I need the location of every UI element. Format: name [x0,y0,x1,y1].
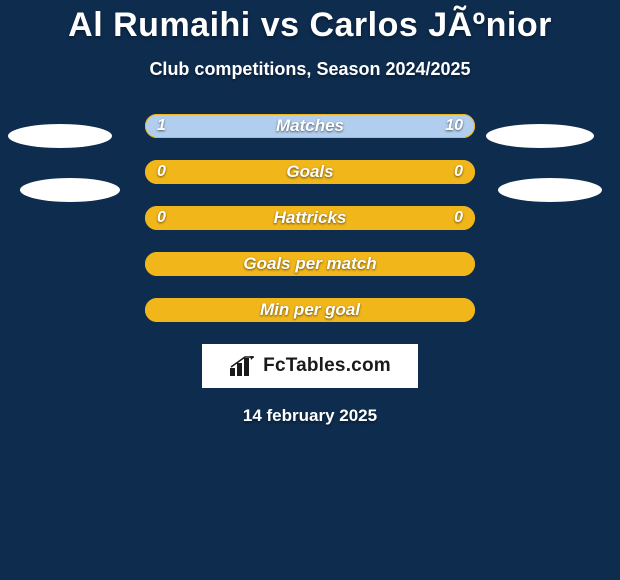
stat-bar [145,114,475,138]
stat-bar [145,160,475,184]
stat-row: Min per goal [145,298,475,322]
logo-box: FcTables.com [202,344,418,388]
date: 14 february 2025 [0,406,620,426]
stat-bar [145,298,475,322]
stat-bar [145,206,475,230]
comparison-infographic: Al Rumaihi vs Carlos JÃºnior Club compet… [0,0,620,580]
logo-text: FcTables.com [263,355,391,377]
stat-row: Goals00 [145,160,475,184]
stat-bar [145,252,475,276]
logo-icon [229,356,257,376]
avatar-oval [20,178,120,202]
subtitle: Club competitions, Season 2024/2025 [0,59,620,80]
stat-row: Hattricks00 [145,206,475,230]
avatar-oval [486,124,594,148]
page-title: Al Rumaihi vs Carlos JÃºnior [0,0,620,45]
stat-fill-left [145,114,175,138]
avatar-oval [498,178,602,202]
stat-fill-right [175,114,475,138]
stat-row: Goals per match [145,252,475,276]
stat-row: Matches110 [145,114,475,138]
avatar-oval [8,124,112,148]
